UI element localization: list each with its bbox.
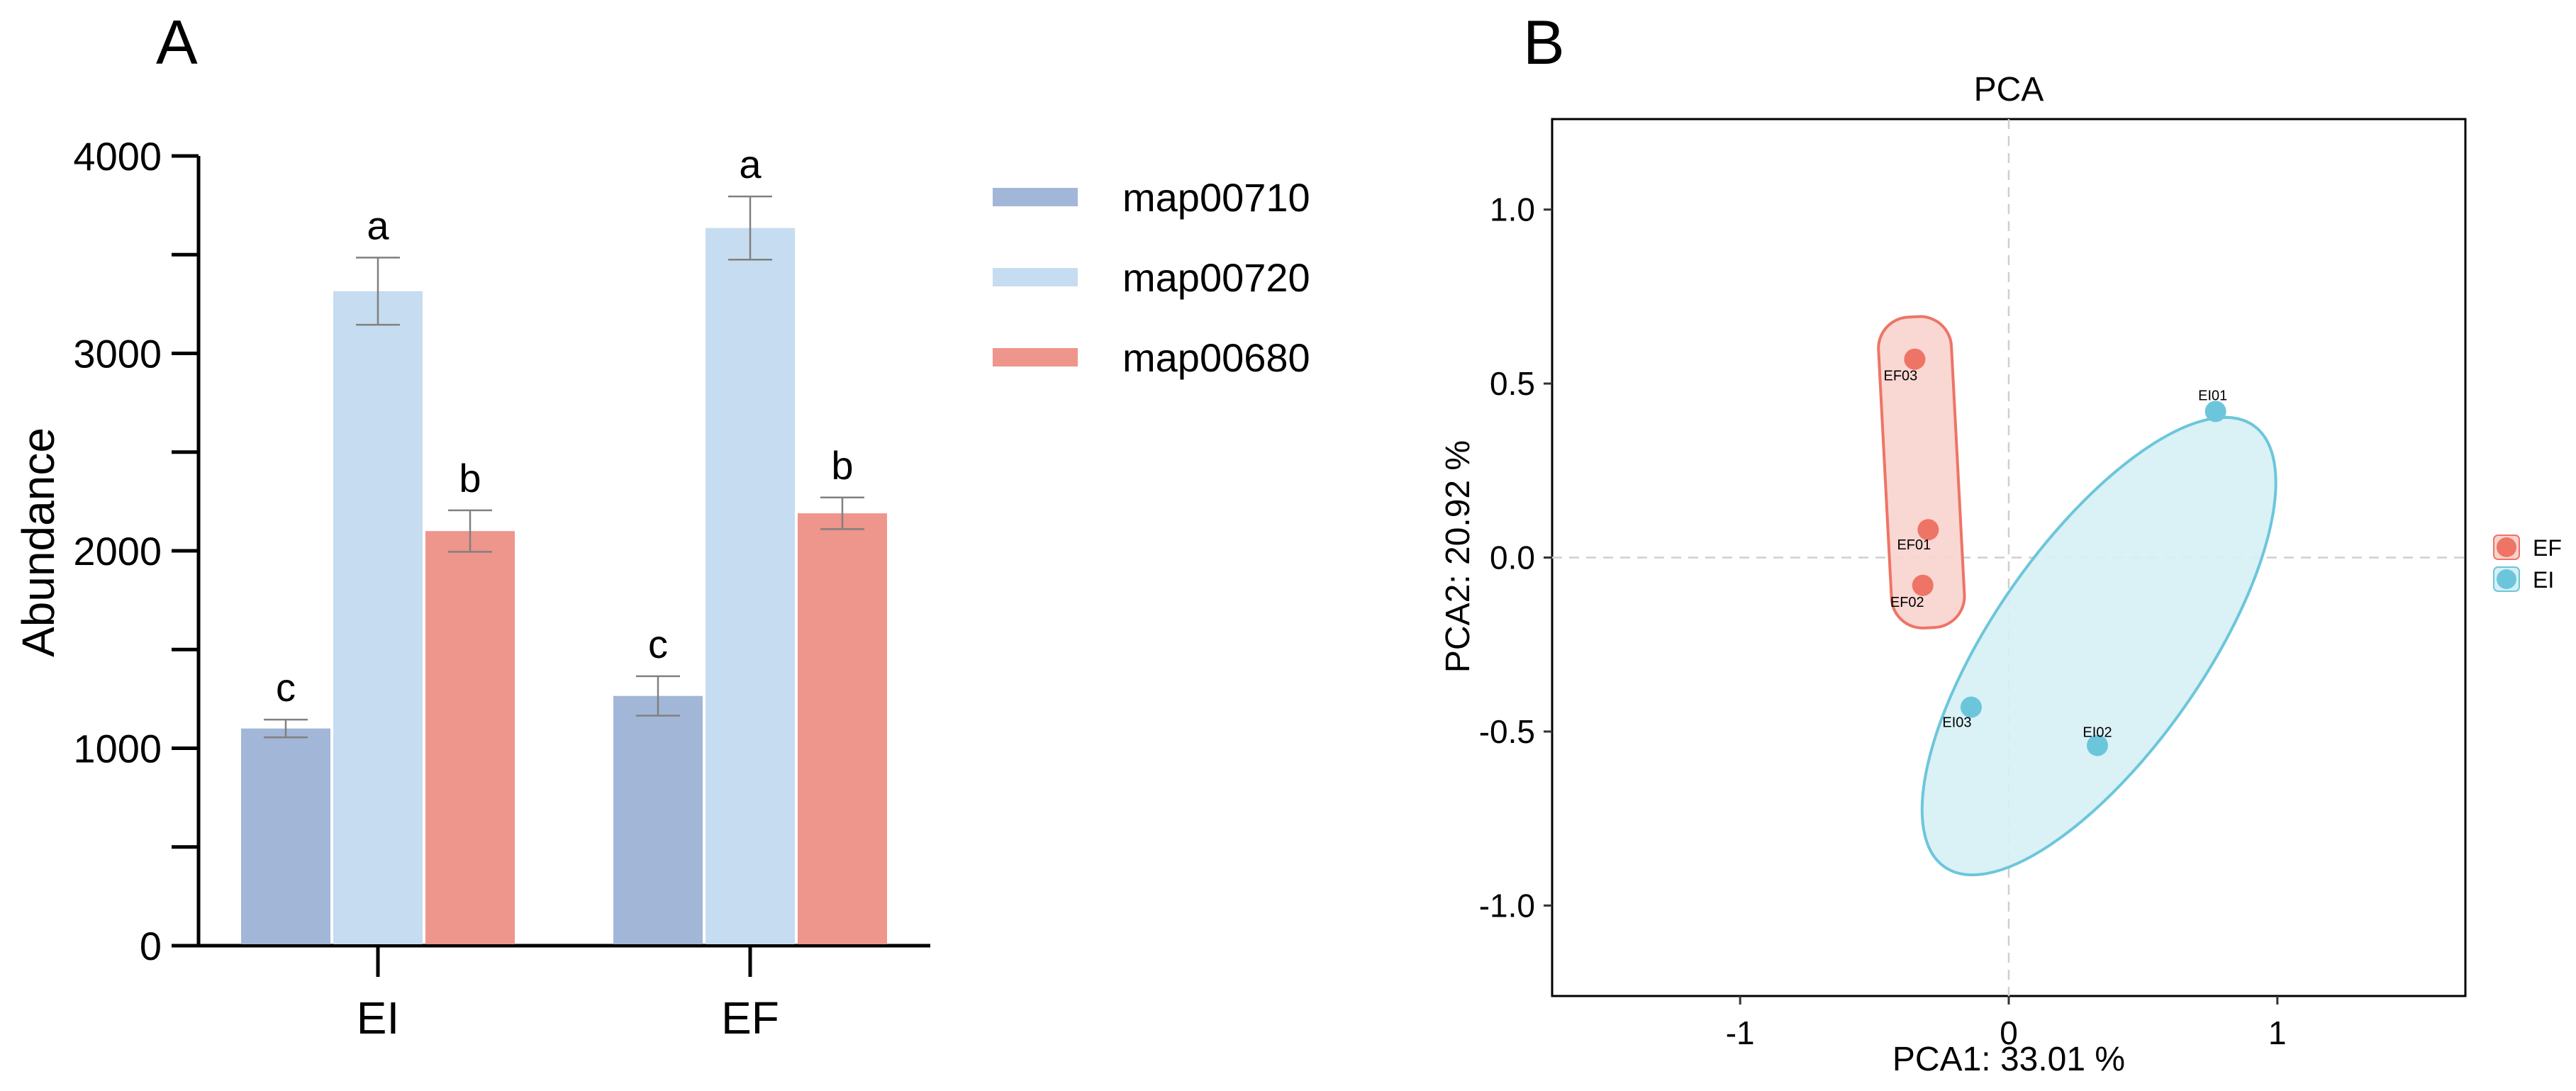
b-y-tick-label: 1.0 <box>1490 191 1535 228</box>
b-point-label: EI01 <box>2198 388 2227 403</box>
a-y-tick-label: 2000 <box>73 529 162 574</box>
b-point-ef01 <box>1917 519 1939 541</box>
a-legend-swatch-map00720 <box>993 268 1078 286</box>
a-y-tick-label: 3000 <box>73 332 162 376</box>
a-y-tick-label: 0 <box>140 924 162 968</box>
b-point-ei02 <box>2087 734 2109 756</box>
panel-a: A Abundance 0 1000 2000 3000 4000 EI EF c a b c a b… <box>13 7 1310 1044</box>
b-x-axis-label: PCA1: 33.01 % <box>1892 1041 2125 1078</box>
b-y-tick-label: 0.0 <box>1490 539 1535 576</box>
b-x-tick-label: -1 <box>1726 1014 1755 1051</box>
b-x-tick-label: 0 <box>2000 1014 2018 1051</box>
b-y-axis-label: PCA2: 20.92 % <box>1439 440 1477 673</box>
a-legend-swatch-map00710 <box>993 188 1078 206</box>
b-point-label: EF01 <box>1897 537 1931 553</box>
a-significance-letter: c <box>648 622 668 666</box>
a-legend-label-map00710: map00710 <box>1122 175 1310 220</box>
b-point-ef02 <box>1912 574 1934 596</box>
a-legend: map00710 map00720 map00680 <box>993 175 1310 380</box>
b-legend: EF EI <box>2493 535 2562 593</box>
a-bar-map00720-ef <box>706 228 795 945</box>
a-x-tick-label: EI <box>357 992 399 1044</box>
a-significance-letter: b <box>459 456 481 500</box>
b-y-tick-label: -1.0 <box>1479 887 1535 924</box>
a-legend-label-map00720: map00720 <box>1122 255 1310 300</box>
b-legend-dot-EI <box>2497 569 2516 589</box>
b-legend-dot-EF <box>2497 537 2516 557</box>
b-point-ei03 <box>1960 696 1982 718</box>
a-significance-letter: b <box>831 443 853 488</box>
a-y-axis-label: Abundance <box>13 427 64 657</box>
a-significance-letter: a <box>739 142 762 186</box>
a-bar-map00710-ef <box>613 695 703 944</box>
b-legend-label-EF: EF <box>2533 535 2562 561</box>
a-bars: c a b c a b <box>241 142 887 945</box>
b-point-ei01 <box>2204 401 2226 423</box>
a-bar-map00710-ei <box>241 728 330 944</box>
b-chart-title: PCA <box>1974 71 2044 108</box>
b-point-ef03 <box>1904 348 1926 370</box>
b-x-tick-label: 1 <box>2268 1014 2287 1051</box>
a-legend-swatch-map00680 <box>993 348 1078 367</box>
b-point-label: EI03 <box>1942 715 1971 731</box>
a-y-tick-label: 1000 <box>73 727 162 771</box>
a-significance-letter: a <box>367 203 389 247</box>
b-plot-area: -1 0 1 1.0 0.5 0.0 -0.5 -1.0 EF01 EF02 EF03 EI01 EI0… <box>1479 118 2467 1051</box>
a-bar-map00720-ei <box>333 291 423 945</box>
panel-a-label: A <box>156 7 198 77</box>
b-legend-label-EI: EI <box>2533 567 2554 593</box>
b-y-tick-label: -0.5 <box>1479 713 1535 750</box>
b-point-label: EF03 <box>1884 369 1918 384</box>
b-y-tick-label: 0.5 <box>1490 365 1535 402</box>
a-bar-map00680-ef <box>798 513 887 944</box>
a-y-tick-label: 4000 <box>73 134 162 179</box>
panel-b: B PCA -1 0 1 1.0 0.5 0.0 -0.5 -1.0 EF01 EF02 EF03 E… <box>1439 7 2562 1078</box>
a-axes: 0 1000 2000 3000 4000 EI EF <box>73 134 930 1044</box>
b-point-label: EI02 <box>2082 725 2112 741</box>
a-legend-label-map00680: map00680 <box>1122 335 1310 380</box>
b-point-label: EF02 <box>1890 595 1924 610</box>
b-ellipse-EF <box>1877 315 1966 630</box>
b-ellipse-EI <box>1920 415 2277 877</box>
a-significance-letter: c <box>276 665 296 710</box>
a-x-tick-label: EF <box>721 992 779 1044</box>
panel-b-label: B <box>1523 7 1565 77</box>
a-bar-map00680-ei <box>425 531 515 944</box>
